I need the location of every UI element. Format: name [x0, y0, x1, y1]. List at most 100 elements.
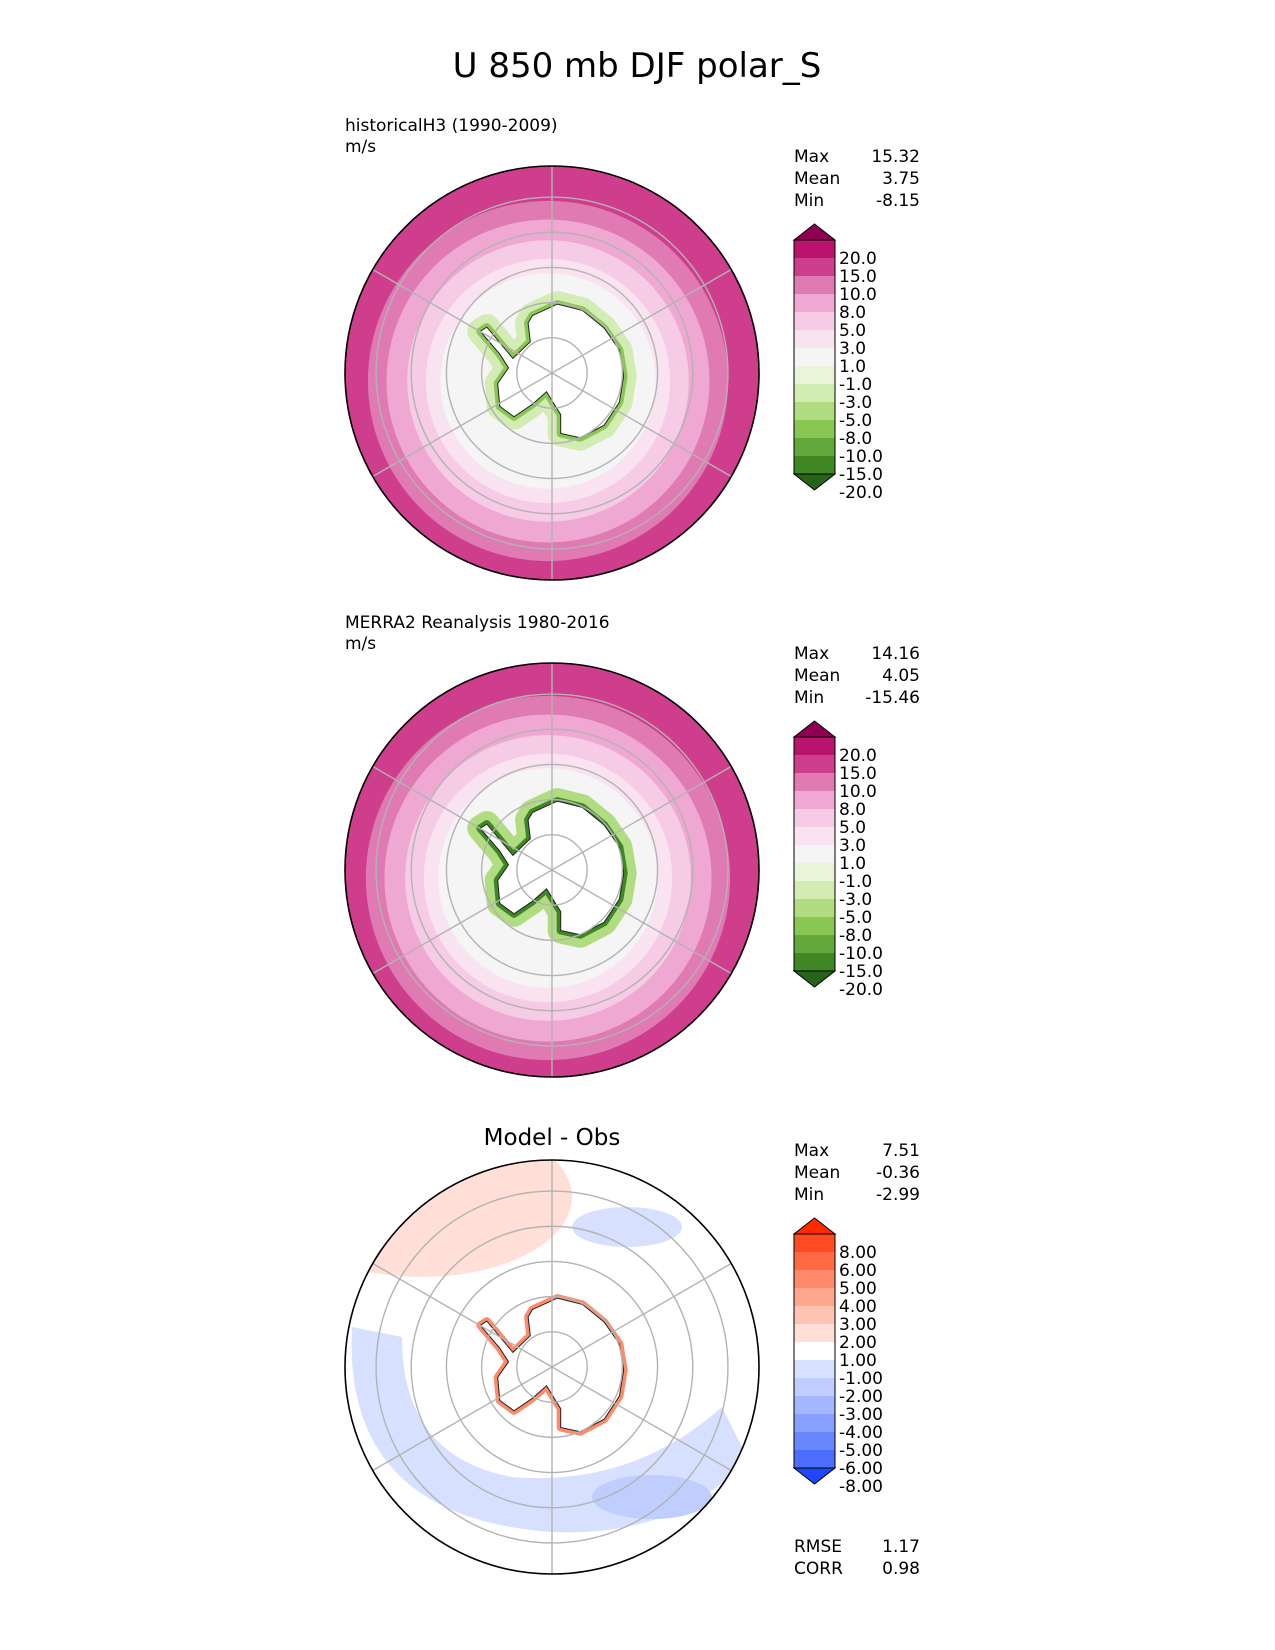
- colorbar-model: 20.015.010.08.05.03.01.0-1.0-3.0-5.0-8.0…: [792, 223, 883, 503]
- colorbar-tick-label: 8.0: [839, 800, 866, 820]
- panel-model: historicalH3 (1990-2009) m/s Max 15.32 M…: [344, 116, 920, 581]
- stat-min-label: Min: [794, 191, 824, 211]
- stats-box: Max 7.51 Mean -0.36 Min -2.99: [794, 1141, 920, 1205]
- colorbar-tick-label: -4.00: [839, 1423, 883, 1443]
- stat-min-value: -15.46: [865, 688, 920, 708]
- colorbar-tick-label: 15.0: [839, 267, 877, 287]
- colorbar-segment: [794, 366, 835, 385]
- stat-rmse-label: RMSE: [794, 1537, 842, 1557]
- colorbar-tick-label: -8.0: [839, 926, 872, 946]
- meridian-line: [551, 765, 732, 871]
- panel-units: m/s: [345, 634, 376, 654]
- colorbar-segment: [794, 420, 835, 439]
- colorbar-tick-label: -6.00: [839, 1459, 883, 1479]
- colorbar-segment: [794, 1432, 835, 1451]
- colorbar-segment: [794, 1378, 835, 1397]
- colorbar-tick-label: 5.0: [839, 818, 866, 838]
- meridian-line: [372, 1366, 553, 1472]
- colorbar-segment: [794, 755, 835, 774]
- colorbar-tick-label: -5.0: [839, 411, 872, 431]
- colorbar-tick-label: -20.0: [839, 483, 883, 503]
- map-graticule: [344, 662, 760, 1078]
- stat-max-label: Max: [794, 644, 829, 664]
- colorbar-segment: [794, 384, 835, 403]
- colorbar-segment: [794, 1234, 835, 1253]
- colorbar-tick-label: -5.00: [839, 1441, 883, 1461]
- colorbar-tick-label: -1.0: [839, 375, 872, 395]
- colorbar-tick-label: -3.0: [839, 890, 872, 910]
- meridian-line: [551, 869, 732, 975]
- colorbar-tick-label: -15.0: [839, 962, 883, 982]
- stat-min-label: Min: [794, 688, 824, 708]
- colorbar-segment: [794, 953, 835, 972]
- colorbar-tick-label: 8.0: [839, 303, 866, 323]
- colorbar-segment: [794, 1252, 835, 1271]
- colorbar-segment: [794, 330, 835, 349]
- stat-corr-value: 0.98: [882, 1559, 920, 1579]
- stats-box: Max 15.32 Mean 3.75 Min -8.15: [794, 147, 920, 211]
- colorbar-segment: [794, 863, 835, 882]
- colorbar-tick-label: 10.0: [839, 285, 877, 305]
- meridian-line: [551, 268, 732, 374]
- panel-diff: Model - Obs Max 7.51 Mean -0.36 Min -2.9…: [344, 1125, 920, 1579]
- meridian-line: [372, 372, 553, 478]
- colorbar-frame: [793, 1233, 836, 1469]
- stat-min-value: -2.99: [876, 1185, 920, 1205]
- colorbar-tick-label: 5.0: [839, 321, 866, 341]
- polar-map-model: [345, 166, 759, 580]
- meridian-line: [551, 372, 732, 478]
- colorbar-segment: [794, 1396, 835, 1415]
- colorbar-segment: [794, 899, 835, 918]
- colorbar-extend-max: [792, 1217, 837, 1235]
- colorbar-tick-label: 1.0: [839, 854, 866, 874]
- stat-corr-label: CORR: [794, 1559, 843, 1579]
- meridian-line: [372, 765, 553, 871]
- colorbar-obs: 20.015.010.08.05.03.01.0-1.0-3.0-5.0-8.0…: [792, 720, 883, 1000]
- colorbar-segment: [794, 737, 835, 756]
- colorbar-tick-label: -8.0: [839, 429, 872, 449]
- stat-max-value: 15.32: [871, 147, 920, 167]
- panel-heading: historicalH3 (1990-2009): [345, 116, 558, 136]
- stat-max-label: Max: [794, 147, 829, 167]
- colorbar-tick-label: 1.0: [839, 357, 866, 377]
- colorbar-tick-label: -3.00: [839, 1405, 883, 1425]
- colorbar-segment: [794, 935, 835, 954]
- colorbar-segment: [794, 1342, 835, 1361]
- map-graticule: [344, 165, 760, 581]
- colorbar-tick-label: 2.00: [839, 1333, 877, 1353]
- colorbar-extend-min: [792, 473, 837, 491]
- colorbar-tick-label: -8.00: [839, 1477, 883, 1497]
- colorbar-segment: [794, 773, 835, 792]
- colorbar-segment: [794, 1270, 835, 1289]
- colorbar-segment: [794, 348, 835, 367]
- meridian-line: [551, 1262, 732, 1368]
- colorbar-tick-label: 3.0: [839, 339, 866, 359]
- stat-mean-label: Mean: [794, 169, 840, 189]
- colorbar-segment: [794, 402, 835, 421]
- colorbar-tick-label: -3.0: [839, 393, 872, 413]
- colorbar-frame: [793, 736, 836, 972]
- meridian-line: [372, 268, 553, 374]
- colorbar-tick-label: -5.0: [839, 908, 872, 928]
- stat-min-label: Min: [794, 1185, 824, 1205]
- colorbar-extend-max: [792, 223, 837, 241]
- colorbar-extend-min: [792, 1467, 837, 1485]
- map-boundary: [344, 662, 760, 1078]
- stat-mean-value: 3.75: [882, 169, 920, 189]
- colorbar-segment: [794, 1450, 835, 1469]
- meridian-line: [551, 1366, 732, 1472]
- colorbar-tick-label: 20.0: [839, 746, 877, 766]
- stats-box: Max 14.16 Mean 4.05 Min -15.46: [794, 644, 920, 708]
- colorbar-tick-label: 3.00: [839, 1315, 877, 1335]
- panel-units: m/s: [345, 137, 376, 157]
- colorbar-segment: [794, 312, 835, 331]
- colorbar-segment: [794, 456, 835, 475]
- field-negative-anomaly: [572, 1207, 682, 1247]
- panel-center-title: Model - Obs: [484, 1125, 621, 1151]
- colorbar-tick-label: -1.0: [839, 872, 872, 892]
- colorbar-extend-min: [792, 970, 837, 988]
- colorbar-tick-label: -2.00: [839, 1387, 883, 1407]
- map-graticule: [344, 1159, 760, 1575]
- panel-heading: MERRA2 Reanalysis 1980-2016: [345, 613, 610, 633]
- map-boundary: [344, 1159, 760, 1575]
